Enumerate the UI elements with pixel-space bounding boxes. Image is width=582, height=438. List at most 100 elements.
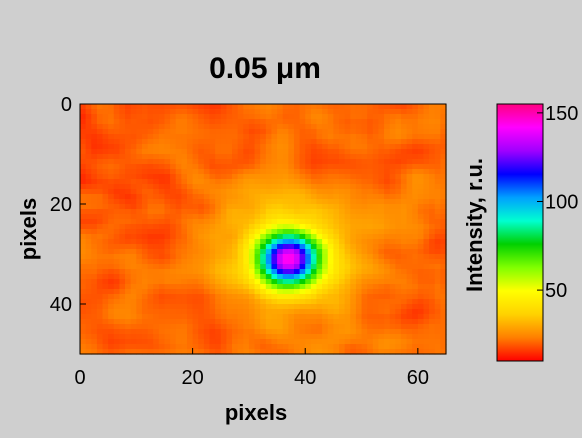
heatmap-cell — [367, 309, 374, 315]
heatmap-cell — [305, 249, 312, 255]
heatmap-cell — [141, 169, 149, 175]
heatmap-cell — [215, 129, 222, 135]
heatmap-cell — [339, 174, 346, 180]
heatmap-cell — [119, 214, 126, 220]
heatmap-cell — [198, 239, 205, 245]
heatmap-cell — [147, 184, 154, 190]
heatmap-cell — [158, 274, 166, 280]
heatmap-cell — [339, 154, 346, 160]
heatmap-cell — [310, 229, 318, 235]
heatmap-cell — [119, 349, 126, 355]
heatmap-cell — [237, 349, 244, 355]
heatmap-cell — [147, 319, 154, 325]
heatmap-cell — [395, 184, 402, 190]
heatmap-cell — [372, 264, 380, 270]
heatmap-cell — [136, 199, 143, 205]
heatmap-cell — [113, 344, 121, 350]
heatmap-cell — [158, 174, 166, 180]
heatmap-cell — [440, 214, 447, 220]
heatmap-cell — [119, 239, 126, 245]
heatmap-cell — [260, 219, 267, 225]
heatmap-cell — [232, 169, 239, 175]
heatmap-cell — [186, 249, 194, 255]
heatmap-cell — [265, 259, 273, 265]
heatmap-cell — [198, 179, 205, 185]
heatmap-cell — [327, 314, 334, 320]
heatmap-cell — [344, 294, 351, 300]
heatmap-cell — [406, 209, 413, 215]
heatmap-cell — [440, 304, 447, 310]
heatmap-cell — [175, 139, 182, 145]
heatmap-cell — [181, 104, 188, 110]
heatmap-cell — [400, 314, 408, 320]
heatmap-cell — [226, 284, 233, 290]
heatmap-cell — [220, 319, 227, 325]
heatmap-cell — [384, 179, 391, 185]
heatmap-cell — [434, 344, 441, 350]
heatmap-cell — [293, 149, 301, 155]
heatmap-cell — [203, 189, 211, 195]
heatmap-cell — [350, 139, 357, 145]
heatmap-cell — [243, 214, 250, 220]
heatmap-cell — [271, 264, 278, 270]
heatmap-cell — [271, 254, 278, 260]
heatmap-cell — [164, 164, 171, 170]
heatmap-cell — [215, 229, 222, 235]
heatmap-cell — [220, 134, 227, 140]
heatmap-cell — [339, 164, 346, 170]
heatmap-cell — [389, 349, 396, 355]
heatmap-cell — [130, 324, 137, 330]
heatmap-cell — [248, 224, 256, 230]
heatmap-cell — [237, 194, 244, 200]
heatmap-cell — [277, 309, 284, 315]
heatmap-cell — [395, 259, 402, 265]
heatmap-cell — [136, 314, 143, 320]
heatmap-cell — [322, 244, 329, 250]
heatmap-cell — [260, 274, 267, 280]
heatmap-cell — [153, 259, 160, 265]
heatmap-cell — [434, 129, 441, 135]
heatmap-cell — [96, 339, 104, 345]
heatmap-cell — [384, 319, 391, 325]
heatmap-cell — [288, 314, 295, 320]
heatmap-cell — [102, 139, 109, 145]
heatmap-cell — [198, 299, 205, 305]
heatmap-cell — [361, 144, 368, 150]
heatmap-cell — [412, 319, 419, 325]
heatmap-cell — [265, 139, 273, 145]
heatmap-cell — [406, 104, 413, 110]
heatmap-cell — [265, 274, 273, 280]
heatmap-cell — [147, 324, 154, 330]
heatmap-cell — [119, 284, 126, 290]
heatmap-cell — [153, 159, 160, 165]
heatmap-cell — [153, 194, 160, 200]
heatmap-cell — [305, 194, 312, 200]
heatmap-cell — [141, 189, 149, 195]
heatmap-cell — [254, 109, 261, 115]
heatmap-cell — [412, 184, 419, 190]
heatmap-cell — [102, 179, 109, 185]
heatmap-cell — [175, 344, 182, 350]
heatmap-cell — [147, 294, 154, 300]
heatmap-cell — [125, 254, 132, 260]
heatmap-cell — [423, 209, 430, 215]
heatmap-cell — [119, 114, 126, 120]
heatmap-cell — [80, 119, 87, 125]
heatmap-cell — [130, 344, 137, 350]
heatmap-cell — [305, 264, 312, 270]
heatmap-cell — [260, 324, 267, 330]
heatmap-cell — [322, 104, 329, 110]
heatmap-cell — [186, 269, 194, 275]
heatmap-cell — [406, 309, 413, 315]
heatmap-cell — [316, 259, 323, 265]
heatmap-cell — [119, 229, 126, 235]
heatmap-cell — [400, 254, 408, 260]
heatmap-cell — [440, 149, 447, 155]
heatmap-cell — [372, 294, 380, 300]
heatmap-cell — [299, 169, 306, 175]
heatmap-cell — [378, 234, 385, 240]
heatmap-cell — [164, 239, 171, 245]
heatmap-cell — [80, 154, 87, 160]
heatmap-cell — [384, 139, 391, 145]
heatmap-cell — [322, 154, 329, 160]
